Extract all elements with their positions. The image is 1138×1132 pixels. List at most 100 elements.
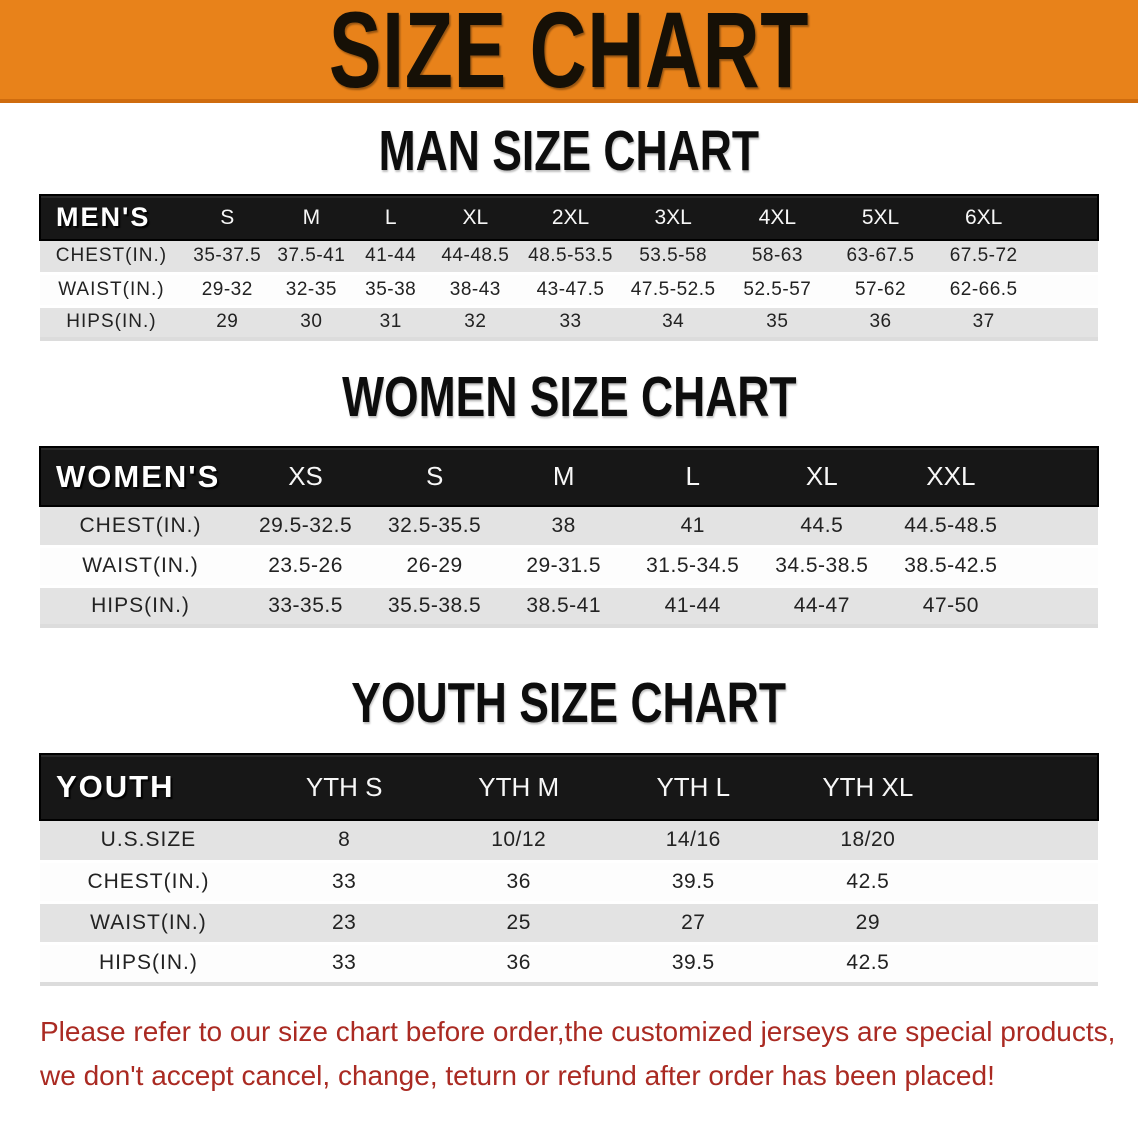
size-column-header: M [499, 446, 629, 507]
row-spacer-cell [1035, 273, 1098, 308]
size-column-header: L [351, 194, 431, 241]
size-column-header: YTH XL [780, 753, 956, 821]
measurement-value: 10/12 [431, 820, 606, 863]
size-column-header: M [271, 194, 352, 241]
measurement-value: 34.5-38.5 [757, 546, 887, 588]
table-group-label: WOMEN'S [38, 446, 242, 507]
measurement-value: 37 [931, 306, 1036, 341]
measurement-value: 8 [256, 820, 432, 863]
measurement-value: 29-32 [182, 273, 272, 308]
measurement-value: 29.5-32.5 [241, 506, 371, 548]
measurement-row: CHEST(IN.) 29.5-32.5 32.5-35.5 38 41 44.5 44.5… [40, 506, 1098, 548]
youth-section-title-text: YOUTH SIZE CHART [351, 671, 787, 735]
measurement-value: 35-37.5 [182, 240, 272, 275]
disclaimer-line-2: we don't accept cancel, change, teturn o… [40, 1060, 995, 1091]
size-header-row: MEN'S S M L XL 2XL 3XL 4XL 5XL 6XL [39, 194, 1099, 241]
measurement-row-label: WAIST(IN.) [40, 902, 257, 945]
measurement-value: 57-62 [829, 273, 932, 308]
measurement-row-label: U.S.SIZE [40, 820, 257, 863]
measurement-value: 29 [182, 306, 272, 341]
size-header-row: WOMEN'S XS S M L XL XXL [38, 446, 1099, 507]
measurement-row: CHEST(IN.) 35-37.5 37.5-41 41-44 44-48.5 48.5… [40, 240, 1098, 275]
disclaimer-line-1: Please refer to our size chart before or… [40, 1016, 1116, 1047]
row-spacer-cell [955, 943, 1098, 986]
youth-size-table: YOUTH YTH S YTH M YTH L YTH XL U.S.SIZE 8 10/12… [39, 753, 1099, 986]
measurement-value: 32 [430, 306, 521, 341]
measurement-value: 43-47.5 [520, 273, 621, 308]
measurement-value: 47-50 [886, 586, 1016, 628]
measurement-value: 38.5-42.5 [886, 546, 1016, 588]
size-column-header: 4XL [725, 194, 830, 241]
measurement-value: 38.5-41 [499, 586, 629, 628]
measurement-row-label: WAIST(IN.) [40, 546, 242, 588]
measurement-value: 14/16 [606, 820, 781, 863]
row-spacer-cell [1015, 506, 1098, 548]
measurement-value: 39.5 [606, 943, 781, 986]
measurement-value: 37.5-41 [271, 240, 352, 275]
measurement-value: 25 [431, 902, 606, 945]
disclaimer-text: Please refer to our size chart before or… [0, 1010, 1138, 1098]
size-column-header: YTH M [431, 753, 606, 821]
size-column-header: 6XL [931, 194, 1036, 241]
table-group-label: MEN'S [39, 194, 183, 241]
measurement-value: 48.5-53.5 [520, 240, 621, 275]
banner-title: SIZE CHART [328, 0, 810, 103]
measurement-value: 23 [256, 902, 432, 945]
measurement-row: WAIST(IN.) 29-32 32-35 35-38 38-43 43-47.5 47.… [40, 273, 1098, 308]
row-spacer-cell [1015, 586, 1098, 628]
measurement-value: 36 [431, 861, 606, 904]
measurement-value: 29-31.5 [499, 546, 629, 588]
men-section-title-text: MAN SIZE CHART [378, 119, 760, 183]
measurement-value: 42.5 [780, 861, 956, 904]
header-spacer-cell [1035, 194, 1099, 241]
measurement-value: 53.5-58 [620, 240, 726, 275]
size-column-header: XL [757, 446, 887, 507]
measurement-value: 44-47 [757, 586, 887, 628]
measurement-value: 31 [351, 306, 431, 341]
measurement-value: 35-38 [351, 273, 431, 308]
measurement-row: WAIST(IN.) 23 25 27 29 [40, 902, 1098, 945]
men-size-table: MEN'S S M L XL 2XL 3XL 4XL 5XL 6XL CHEST(IN.) 35-37… [39, 194, 1099, 341]
measurement-value: 32.5-35.5 [370, 506, 500, 548]
measurement-value: 47.5-52.5 [620, 273, 726, 308]
measurement-row-label: CHEST(IN.) [40, 506, 242, 548]
size-column-header: S [182, 194, 272, 241]
table-group-label: YOUTH [39, 753, 257, 821]
measurement-value: 38 [499, 506, 629, 548]
measurement-value: 41-44 [628, 586, 758, 628]
measurement-value: 38-43 [430, 273, 521, 308]
measurement-value: 35.5-38.5 [370, 586, 500, 628]
measurement-value: 44.5 [757, 506, 887, 548]
measurement-value: 62-66.5 [931, 273, 1036, 308]
row-spacer-cell [955, 820, 1098, 863]
size-column-header: 5XL [829, 194, 932, 241]
measurement-row: U.S.SIZE 8 10/12 14/16 18/20 [40, 820, 1098, 863]
measurement-value: 52.5-57 [725, 273, 830, 308]
size-column-header: 2XL [520, 194, 621, 241]
size-column-header: XS [241, 446, 371, 507]
measurement-value: 34 [620, 306, 726, 341]
measurement-value: 41-44 [351, 240, 431, 275]
row-spacer-cell [1035, 306, 1098, 341]
measurement-row: CHEST(IN.) 33 36 39.5 42.5 [40, 861, 1098, 904]
measurement-value: 18/20 [780, 820, 956, 863]
measurement-value: 35 [725, 306, 830, 341]
measurement-value: 33-35.5 [241, 586, 371, 628]
women-size-table: WOMEN'S XS S M L XL XXL CHEST(IN.) 29.5-32.5 32.5… [38, 446, 1099, 628]
measurement-value: 36 [829, 306, 932, 341]
measurement-value: 67.5-72 [931, 240, 1036, 275]
size-column-header: L [628, 446, 758, 507]
youth-section-title: YOUTH SIZE CHART [0, 671, 1138, 735]
measurement-row-label: HIPS(IN.) [40, 306, 183, 341]
measurement-row-label: WAIST(IN.) [40, 273, 183, 308]
size-header-row: YOUTH YTH S YTH M YTH L YTH XL [39, 753, 1099, 821]
row-spacer-cell [955, 861, 1098, 904]
women-section-title-text: WOMEN SIZE CHART [341, 365, 797, 429]
measurement-row: WAIST(IN.) 23.5-26 26-29 29-31.5 31.5-34.5 34… [40, 546, 1098, 588]
measurement-row-label: HIPS(IN.) [40, 586, 242, 628]
measurement-row: HIPS(IN.) 29 30 31 32 33 34 35 36 37 [40, 306, 1098, 341]
row-spacer-cell [1035, 240, 1098, 275]
measurement-value: 33 [256, 943, 432, 986]
measurement-value: 36 [431, 943, 606, 986]
size-column-header: XL [430, 194, 521, 241]
